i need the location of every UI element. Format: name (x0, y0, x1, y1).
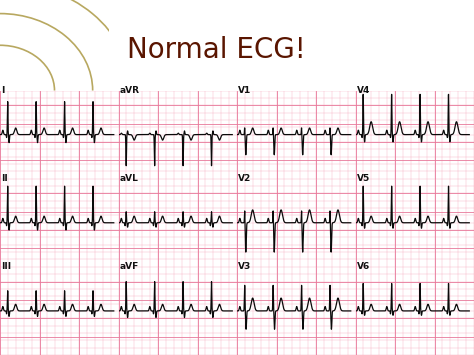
Text: V1: V1 (238, 86, 251, 95)
Text: III: III (1, 262, 11, 272)
Text: V3: V3 (238, 262, 251, 272)
Text: aVR: aVR (119, 86, 140, 95)
Text: aVF: aVF (119, 262, 139, 272)
Text: V4: V4 (356, 86, 370, 95)
Text: V5: V5 (356, 174, 370, 183)
Text: II: II (1, 174, 8, 183)
Text: V2: V2 (238, 174, 251, 183)
Text: V6: V6 (356, 262, 370, 272)
Text: Normal ECG!: Normal ECG! (127, 36, 306, 64)
Text: aVL: aVL (119, 174, 138, 183)
Text: I: I (1, 86, 5, 95)
